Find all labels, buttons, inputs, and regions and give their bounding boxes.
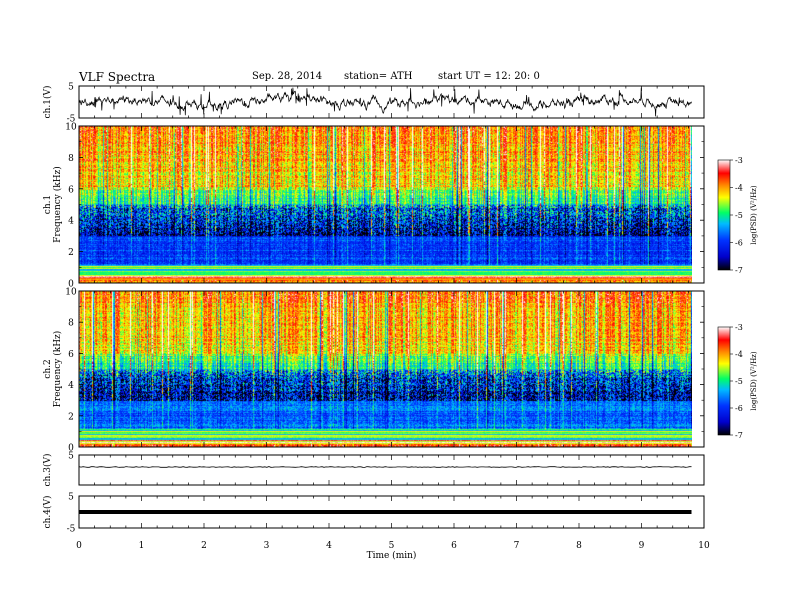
- ch1-ylabel: ch.1(V): [42, 86, 53, 119]
- y-tick-label: 2: [68, 412, 74, 422]
- colorbar-tick-label: -3: [735, 323, 743, 332]
- axes: [78, 85, 733, 529]
- colorbar-tick-label: -7: [735, 266, 743, 275]
- waveform-traces: [78, 87, 692, 514]
- ch2-spec-ylabel: Frequency (kHz): [52, 331, 63, 408]
- x-tick-label: 7: [514, 541, 520, 551]
- colorbar-tick-label: -3: [735, 156, 743, 165]
- figure-title: VLF Spectra: [79, 70, 156, 84]
- y-tick-label: 5: [68, 452, 74, 462]
- colorbar-tick-label: -6: [735, 239, 743, 248]
- y-tick-label: 6: [68, 185, 74, 195]
- ch3-waveform-line: [78, 466, 692, 468]
- date-label: Sep. 28, 2014: [252, 71, 323, 82]
- y-tick-label: 8: [68, 154, 74, 164]
- y-tick-label: 5: [68, 83, 74, 93]
- y-tick-label: 6: [68, 350, 74, 360]
- y-tick-label: 10: [65, 288, 77, 298]
- colorbar-tick-label: -4: [735, 350, 743, 359]
- x-tick-label: 5: [389, 541, 395, 551]
- colorbar-tick-label: -5: [735, 211, 743, 220]
- y-tick-label: 4: [68, 381, 74, 391]
- ch1-spec-ylabel-top: ch.1: [43, 195, 53, 214]
- station-label: station= ATH: [344, 71, 413, 82]
- x-tick-label: 10: [698, 541, 710, 551]
- x-tick-label: 4: [326, 541, 332, 551]
- y-tick-label: 2: [68, 248, 74, 258]
- x-tick-label: 0: [76, 541, 82, 551]
- spectrogram-ch1: [79, 126, 692, 283]
- x-tick-label: 1: [139, 541, 145, 551]
- x-axis-title: Time (min): [367, 550, 417, 561]
- colorbar-tick-label: -4: [735, 184, 743, 193]
- colorbar-ch1: [717, 159, 731, 271]
- spectrogram-images: [79, 126, 692, 447]
- y-tick-label: 10: [65, 123, 77, 133]
- x-tick-label: 2: [201, 541, 207, 551]
- x-tick-label: 3: [264, 541, 270, 551]
- colorbar-label: log(PSD) (V²/Hz): [750, 185, 758, 244]
- y-tick-label: -5: [67, 115, 76, 125]
- ch1-spec-ylabel: Frequency (kHz): [52, 166, 63, 243]
- x-tick-label: 6: [451, 541, 457, 551]
- y-tick-label: 5: [68, 493, 74, 503]
- ch1-waveform-line: [78, 87, 692, 117]
- start-time-label: start UT = 12: 20: 0: [438, 71, 540, 82]
- ch2-spec-ylabel-top: ch.2: [43, 359, 53, 378]
- colorbar-label: log(PSD) (V²/Hz): [750, 351, 758, 410]
- x-tick-label: 8: [576, 541, 582, 551]
- y-tick-label: 0: [68, 444, 74, 454]
- ch3-ylabel: ch.3(V): [42, 454, 53, 487]
- colorbar-tick-label: -7: [735, 431, 743, 440]
- colorbar-tick-label: -5: [735, 377, 743, 386]
- y-tick-label: 4: [68, 217, 74, 227]
- colorbar-tick-label: -6: [735, 404, 743, 413]
- x-tick-label: 9: [639, 541, 645, 551]
- spectrogram-ch2: [79, 291, 692, 447]
- y-tick-label: -5: [67, 525, 76, 535]
- colorbar-ch2: [717, 326, 731, 436]
- y-tick-label: 8: [68, 319, 74, 329]
- ch4-ylabel: ch.4(V): [42, 496, 53, 529]
- y-tick-label: 0: [68, 280, 74, 290]
